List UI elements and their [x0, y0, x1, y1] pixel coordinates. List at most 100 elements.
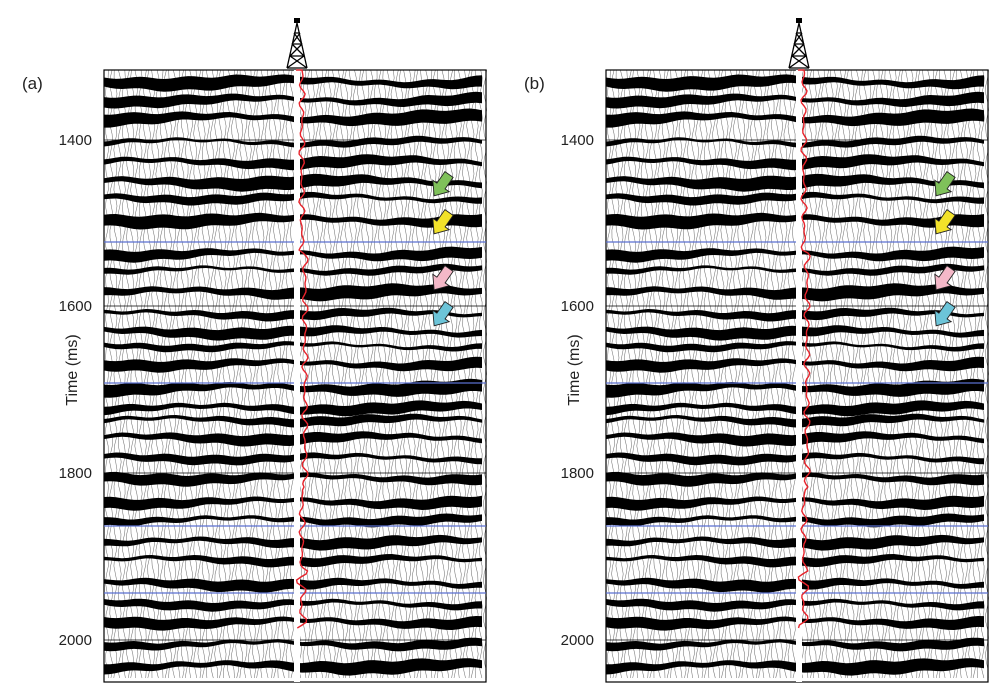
wiggle-trace [846, 69, 851, 679]
wiggle-trace [716, 69, 721, 679]
wiggle-trace [147, 69, 151, 679]
wiggle-trace [644, 69, 649, 679]
tick-label-1400: 1400 [58, 132, 92, 149]
wiggle-trace [285, 69, 290, 678]
wiggle-trace [695, 69, 700, 679]
wiggle-trace [854, 69, 859, 679]
wiggle-trace [955, 69, 960, 679]
reflector-event [606, 263, 984, 276]
wiggle-trace [922, 69, 926, 679]
wiggle-trace [369, 69, 374, 679]
wiggle-trace [130, 69, 135, 679]
wiggle-trace [607, 69, 611, 679]
wiggle-trace [411, 69, 416, 679]
wiggle-trace [105, 69, 109, 679]
wiggle-trace [214, 69, 219, 679]
wiggle-trace [109, 69, 114, 679]
reflector-event [104, 341, 482, 353]
well-gap [796, 70, 802, 682]
wiggle-trace [741, 69, 746, 679]
reflector-event [104, 495, 482, 511]
wiggle-trace [649, 69, 653, 679]
reflector-event [104, 74, 482, 92]
wiggle-trace [976, 69, 981, 679]
panel-label: (a) [22, 74, 43, 93]
reflector-event [104, 108, 482, 128]
wiggle-trace [239, 69, 244, 679]
wiggle-trace [390, 69, 395, 679]
reflector-event [104, 325, 482, 341]
wiggle-trace [134, 69, 139, 679]
wiggle-trace [754, 69, 758, 679]
wiggle-trace [917, 69, 922, 679]
wiggle-trace [623, 69, 628, 679]
wiggle-trace [985, 69, 989, 679]
wiggle-trace [636, 69, 641, 679]
wiggle-trace [348, 69, 353, 679]
wiggle-trace [703, 69, 708, 679]
wiggle-trace [632, 69, 637, 679]
wiggle-trace [470, 69, 475, 679]
wiggle-trace [340, 69, 345, 679]
wiggle-trace [449, 69, 454, 679]
reflector-event [606, 471, 984, 487]
wiggle-trace [791, 69, 796, 679]
wiggle-trace [155, 69, 160, 679]
arrow-icon [432, 171, 454, 197]
wiggle-traces [105, 69, 487, 679]
wiggle-trace [218, 69, 223, 679]
wiggle-trace [707, 69, 712, 679]
reflector-event [606, 356, 984, 373]
wiggle-trace [959, 69, 964, 679]
wiggle-trace [884, 69, 889, 679]
wiggle-trace [964, 69, 968, 679]
panel-label: (b) [524, 74, 545, 93]
wiggle-trace [670, 69, 674, 679]
wiggle-trace [315, 69, 319, 679]
wiggle-trace [176, 69, 181, 679]
wiggle-trace [172, 69, 177, 679]
reflector-event [606, 154, 984, 171]
wiggle-trace [901, 69, 905, 679]
wiggle-trace [201, 69, 206, 679]
wiggle-trace [896, 69, 901, 679]
wiggle-trace [779, 69, 784, 679]
arrow-shape [432, 171, 454, 197]
wiggle-trace [180, 69, 185, 679]
wiggle-trace [833, 69, 838, 679]
reflector-event [104, 307, 482, 322]
wiggle-trace [972, 69, 977, 679]
wiggle-trace [151, 69, 156, 679]
wiggle-trace [808, 69, 813, 679]
wiggle-trace [619, 69, 624, 679]
wiggle-trace [483, 69, 487, 679]
wiggle-trace [361, 69, 366, 679]
wiggle-trace [724, 69, 729, 679]
wiggle-trace [665, 69, 670, 679]
wiggle-trace [189, 69, 193, 679]
wiggle-trace [913, 69, 918, 679]
wiggle-trace [699, 69, 704, 679]
wiggle-trace [462, 69, 466, 679]
arrow-shape [432, 301, 454, 327]
wiggle-trace [674, 69, 679, 679]
wiggle-trace [640, 69, 645, 679]
wiggle-trace [770, 69, 775, 679]
reflector-event [104, 263, 482, 276]
arrow-shape [934, 301, 956, 327]
wiggle-trace [762, 69, 767, 679]
reflector-event [104, 173, 482, 192]
wiggle-trace [399, 69, 403, 679]
wiggle-trace [951, 69, 956, 679]
wiggle-trace [142, 69, 147, 679]
wiggle-trace [678, 69, 683, 679]
wiggle-trace [453, 69, 458, 679]
arrow-shape [432, 265, 454, 291]
wiggle-trace [184, 69, 189, 679]
wiggle-trace [289, 69, 294, 679]
wiggle-trace [126, 69, 130, 679]
arrow-shape [934, 265, 956, 291]
wiggle-trace [968, 69, 973, 679]
wiggle-trace [863, 69, 868, 679]
wiggle-trace [331, 69, 336, 679]
